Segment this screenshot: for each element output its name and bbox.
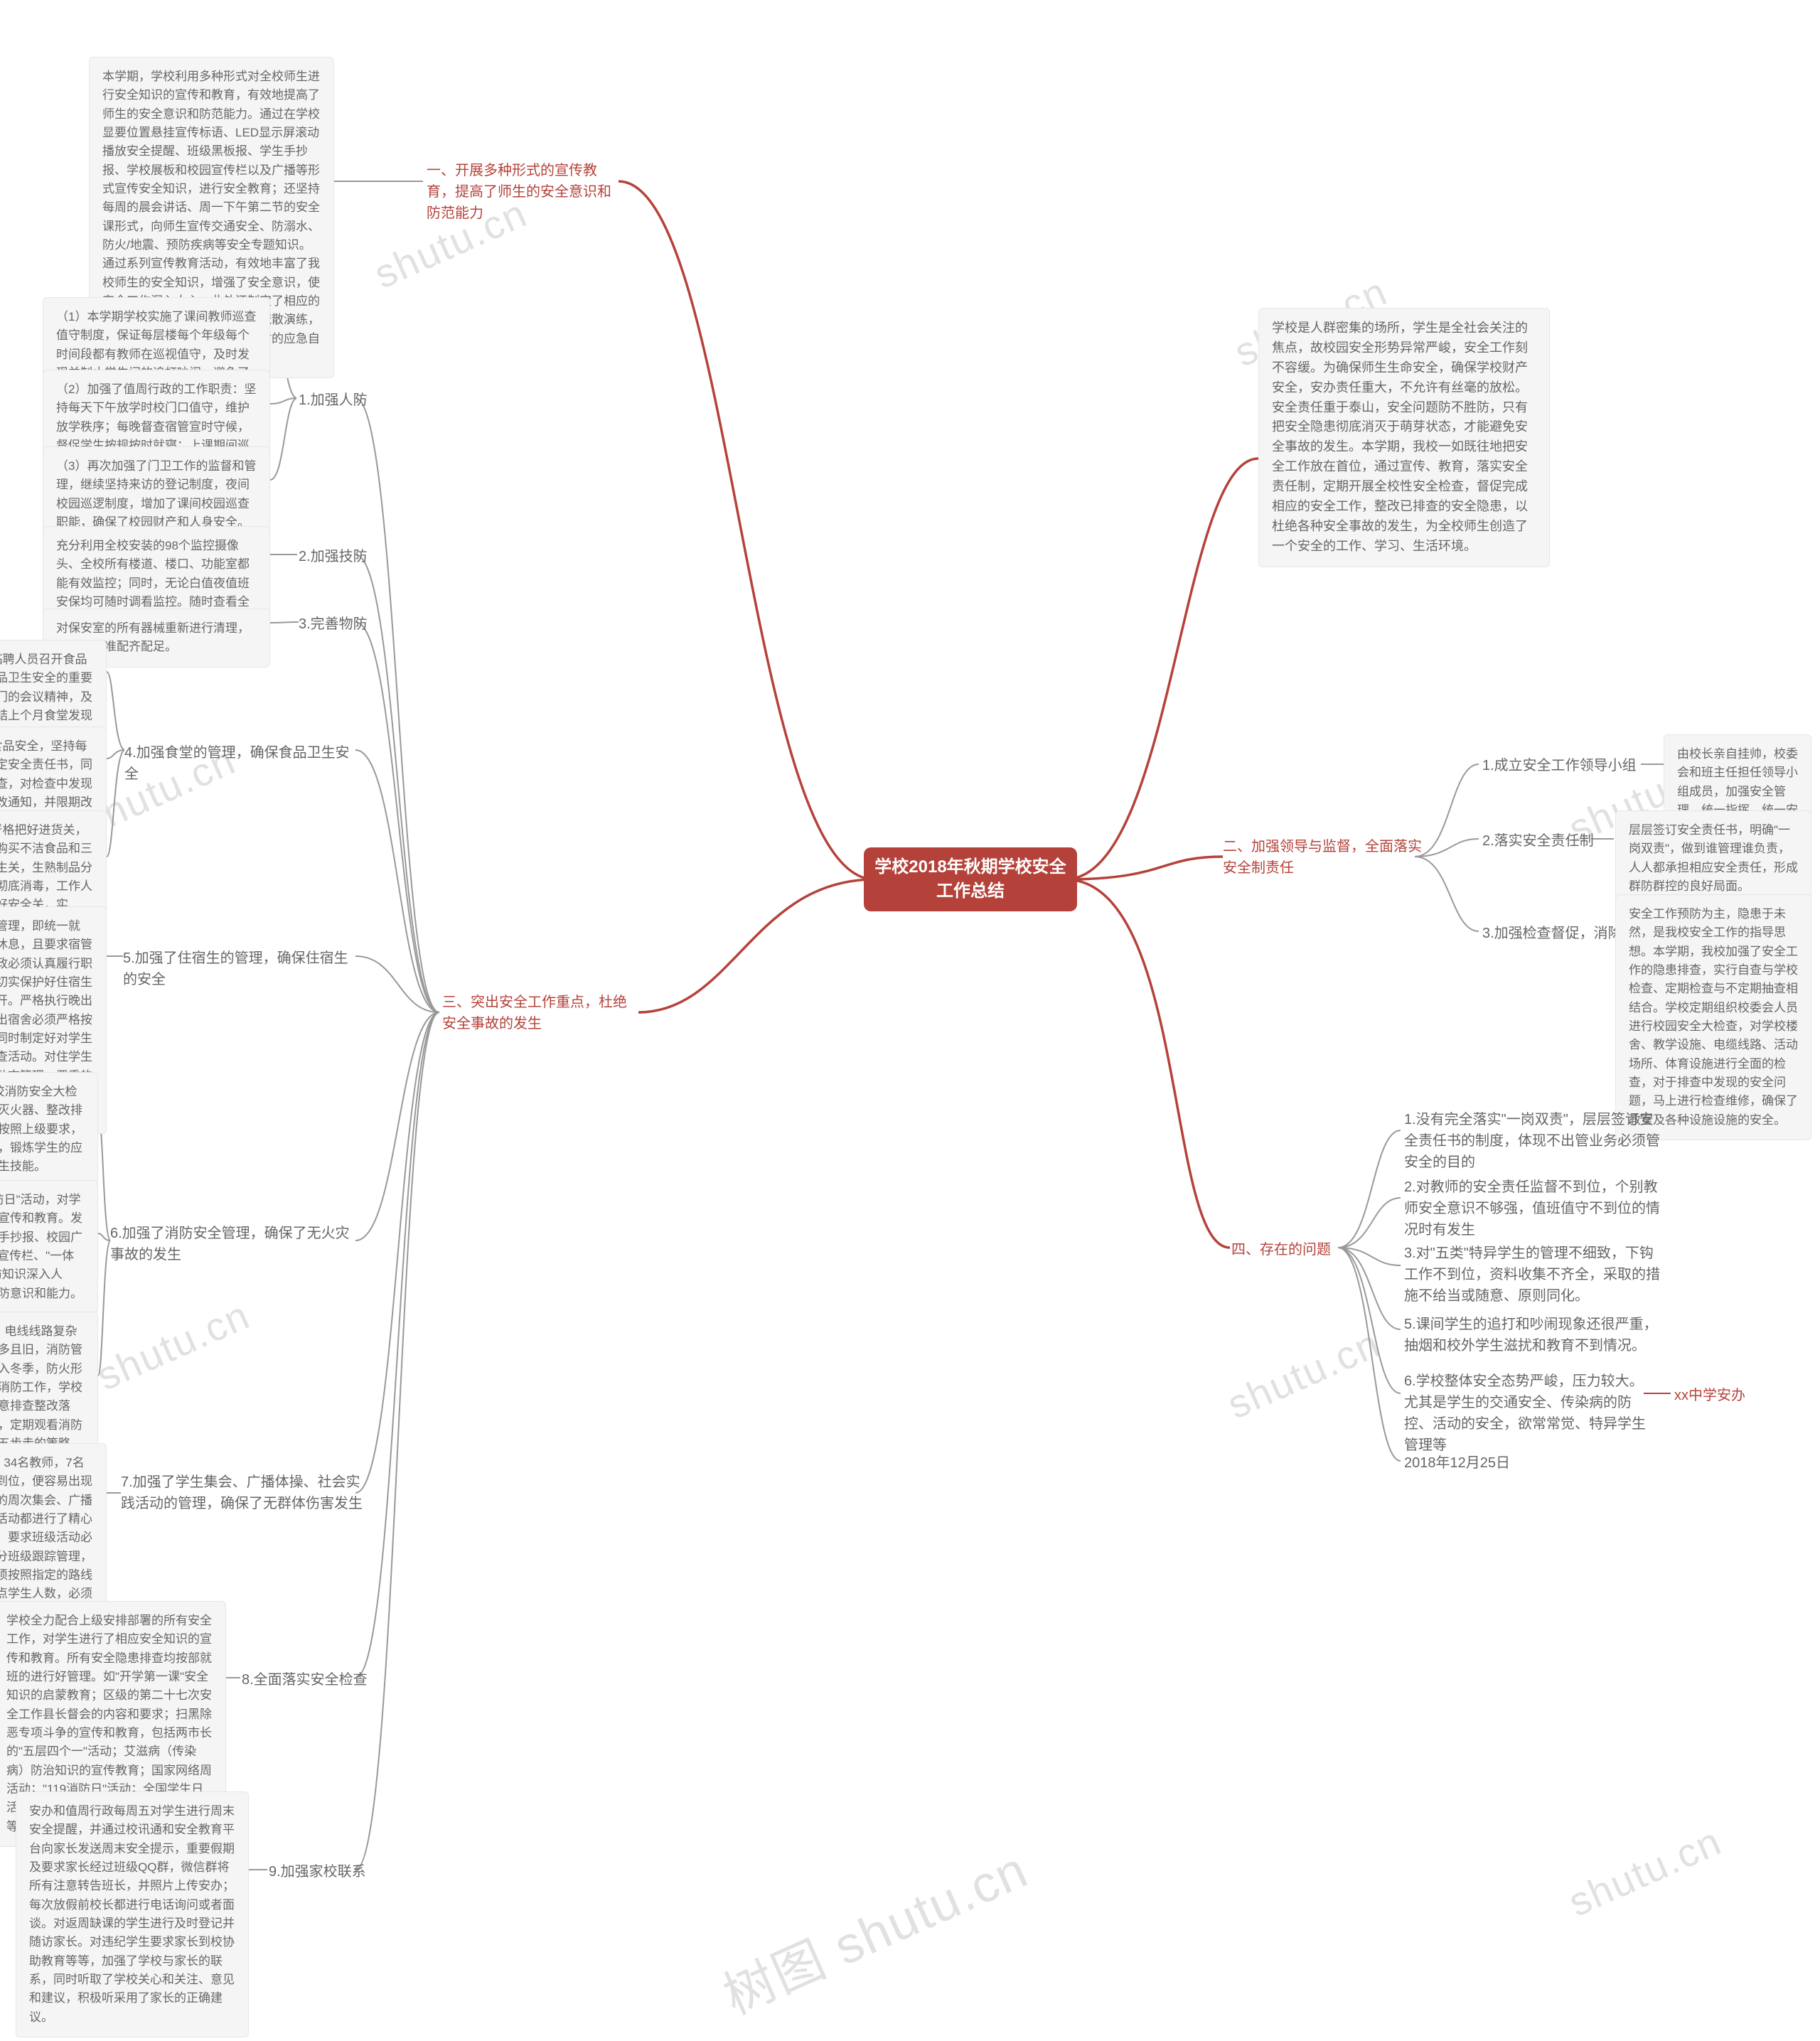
watermark: 树图 shutu.cn: [710, 1828, 1037, 2028]
sec2-i1-label: 1.成立安全工作领导小组: [1482, 755, 1637, 776]
sec4-i5: 6.学校整体安全态势严峻，压力较大。尤其是学生的交通安全、传染病的防控、活动的安…: [1404, 1371, 1646, 1456]
mindmap-canvas: shutu.cn shutu.cn shutu.cn shutu.cn shut…: [0, 0, 1820, 2041]
intro-panel: 学校是人群密集的场所，学生是全社会关注的焦点，故校园安全形势异常严峻，安全工作刻…: [1258, 308, 1550, 567]
center-topic: 学校2018年秋期学校安全工作总结: [864, 847, 1077, 911]
sec2-title: 二、加强领导与监督，全面落实安全制责任: [1223, 836, 1422, 879]
sec4-i4: 5.课间学生的追打和吵闹现象还很严重，抽烟和校外学生滋扰和教育不到情况。: [1404, 1314, 1660, 1356]
sec3-i6-b: （2）充分利用"119消防日"活动，对学生进行消防知识方面的宣传和教育。发挥治教…: [0, 1180, 98, 1314]
sec3-i9-label: 9.加强家校联系: [269, 1861, 366, 1882]
sec1-title: 一、开展多种形式的宣传教育，提高了师生的安全意识和防范能力: [427, 160, 622, 224]
sec4-date: 2018年12月25日: [1404, 1452, 1510, 1474]
sec2-i3-body: 安全工作预防为主，隐患于未然，是我校安全工作的指导思想。本学期，我校加强了安全工…: [1615, 894, 1811, 1140]
sec4-i1: 1.没有完全落实"一岗双责"，层层签订安全责任书的制度，体现不出管业务必须管安全…: [1404, 1109, 1660, 1173]
sec4-i5-tag: xx中学安办: [1674, 1385, 1745, 1406]
sec3-i6-a: （1）坚持每月进行全校消防安全大检查，及时更换不合格的灭火器、整改排查出的安全隐…: [0, 1072, 98, 1187]
sec3-i8-label: 8.全面落实安全检查: [242, 1669, 368, 1691]
sec3-i6-label: 6.加强了消防安全管理，确保了无火灾事故的发生: [110, 1223, 359, 1265]
watermark: shutu.cn: [90, 1292, 257, 1400]
sec2-i2-body: 层层签订安全责任书，明确"一岗双责"，做到谁管理谁负责，人人都承担相应安全责任，…: [1615, 810, 1811, 906]
sec3-title: 三、突出安全工作重点，杜绝安全事故的发生: [442, 992, 640, 1034]
sec4-title: 四、存在的问题: [1231, 1239, 1331, 1260]
sec4-i3: 3.对"五类"特异学生的管理不细致，下钩工作不到位，资料收集不齐全，采取的措施不…: [1404, 1243, 1660, 1307]
sec3-i2-label: 2.加强技防: [299, 546, 368, 567]
sec3-i7-label: 7.加强了学生集会、广播体操、社会实践活动的管理，确保了无群体伤害发生: [121, 1472, 363, 1514]
sec3-i5-label: 5.加强了住宿生的管理，确保住宿生的安全: [123, 948, 358, 990]
sec3-i9-body: 安办和值周行政每周五对学生进行周末安全提醒，并通过校讯通和安全教育平台向家长发送…: [16, 1791, 249, 2037]
sec3-i1-label: 1.加强人防: [299, 390, 368, 411]
sec3-i3-label: 3.完善物防: [299, 614, 368, 635]
sec4-i2: 2.对教师的安全责任监督不到位，个别教师安全意识不够强，值班值守不到位的情况时有…: [1404, 1177, 1660, 1241]
sec3-i4-label: 4.加强食堂的管理，确保食品卫生安全: [124, 742, 359, 785]
sec2-i2-label: 2.落实安全责任制: [1482, 830, 1594, 852]
watermark: shutu.cn: [1221, 1320, 1387, 1428]
watermark: shutu.cn: [1562, 1818, 1728, 1926]
